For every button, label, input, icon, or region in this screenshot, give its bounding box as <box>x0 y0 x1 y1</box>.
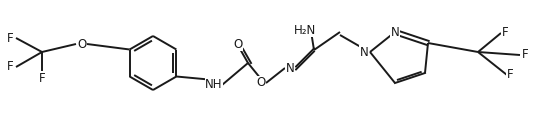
Text: O: O <box>77 37 86 51</box>
Text: F: F <box>39 71 45 85</box>
Text: F: F <box>521 49 528 61</box>
Text: F: F <box>6 31 13 45</box>
Text: F: F <box>502 26 509 40</box>
Text: F: F <box>507 68 513 81</box>
Text: NH: NH <box>205 78 223 92</box>
Text: F: F <box>6 61 13 73</box>
Text: H₂N: H₂N <box>294 24 316 36</box>
Text: O: O <box>234 37 243 51</box>
Text: N: N <box>286 61 294 75</box>
Text: O: O <box>256 76 266 90</box>
Text: N: N <box>390 25 400 39</box>
Text: N: N <box>360 46 368 59</box>
